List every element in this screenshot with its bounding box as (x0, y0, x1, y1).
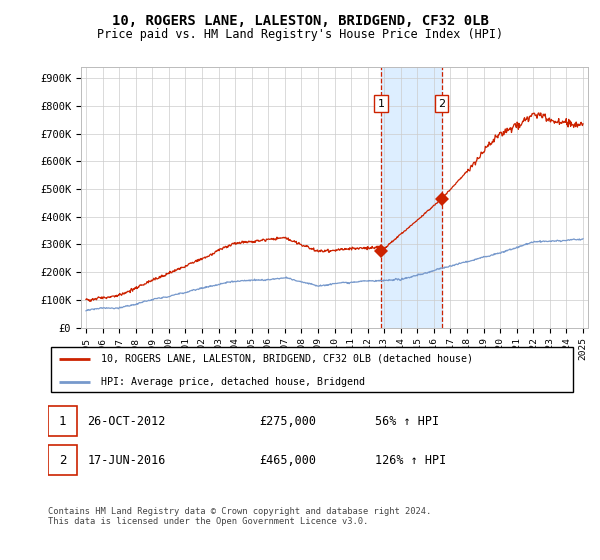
Text: 1: 1 (59, 415, 66, 428)
Text: Price paid vs. HM Land Registry's House Price Index (HPI): Price paid vs. HM Land Registry's House … (97, 28, 503, 41)
Bar (381, 67, 442, 328)
Text: 10, ROGERS LANE, LALESTON, BRIDGEND, CF32 0LB (detached house): 10, ROGERS LANE, LALESTON, BRIDGEND, CF3… (101, 353, 473, 363)
FancyBboxPatch shape (50, 347, 574, 392)
Text: 17-JUN-2016: 17-JUN-2016 (88, 454, 166, 467)
Text: £275,000: £275,000 (259, 415, 316, 428)
Text: 2: 2 (438, 99, 445, 109)
FancyBboxPatch shape (48, 445, 77, 475)
Text: 1: 1 (378, 99, 385, 109)
Text: HPI: Average price, detached house, Bridgend: HPI: Average price, detached house, Brid… (101, 377, 365, 387)
Text: 126% ↑ HPI: 126% ↑ HPI (376, 454, 446, 467)
Text: 2: 2 (59, 454, 66, 467)
Text: 56% ↑ HPI: 56% ↑ HPI (376, 415, 439, 428)
Text: 10, ROGERS LANE, LALESTON, BRIDGEND, CF32 0LB: 10, ROGERS LANE, LALESTON, BRIDGEND, CF3… (112, 14, 488, 28)
FancyBboxPatch shape (48, 406, 77, 436)
Text: £465,000: £465,000 (259, 454, 316, 467)
Text: 26-OCT-2012: 26-OCT-2012 (88, 415, 166, 428)
Text: Contains HM Land Registry data © Crown copyright and database right 2024.
This d: Contains HM Land Registry data © Crown c… (48, 507, 431, 526)
